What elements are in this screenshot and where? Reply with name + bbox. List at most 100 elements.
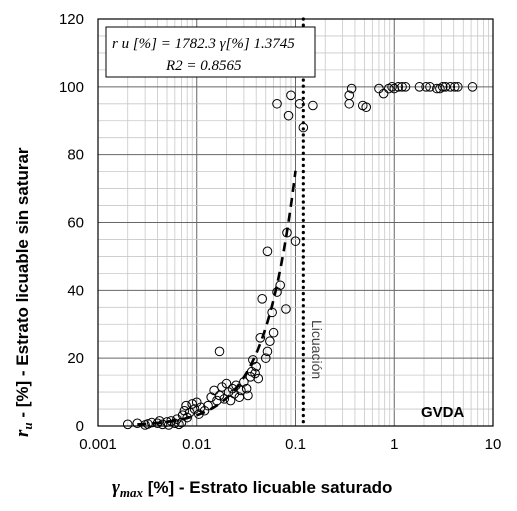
x-axis-title: γmax [%] - Estrato licuable saturado xyxy=(112,477,392,500)
data-point xyxy=(187,399,198,409)
data-point xyxy=(437,82,448,92)
data-point xyxy=(445,82,456,92)
data-point xyxy=(260,353,271,363)
data-point xyxy=(275,280,286,291)
data-point xyxy=(176,417,187,428)
data-point xyxy=(262,246,273,257)
data-point xyxy=(122,419,133,430)
data-point xyxy=(282,227,292,238)
data-point xyxy=(177,410,188,420)
data-point xyxy=(146,417,157,428)
equation-box: r u [%] = 1782.3 γ[%] 1.3745 R2 = 0.8565 xyxy=(105,26,316,78)
data-point xyxy=(154,416,165,426)
data-point xyxy=(361,102,372,112)
data-point xyxy=(378,88,389,99)
data-point xyxy=(421,82,431,92)
data-point xyxy=(298,122,309,133)
data-point xyxy=(425,82,435,92)
x-tick-label: 1 xyxy=(390,436,398,453)
data-point xyxy=(231,380,241,391)
data-point xyxy=(209,385,219,396)
data-point xyxy=(294,98,305,109)
x-axis-symbol: γ xyxy=(112,477,120,498)
y-axis-title: ru - [%] - Estrato licuable sin saturar xyxy=(12,147,35,437)
data-point xyxy=(387,82,397,92)
y-tick-label: 20 xyxy=(67,350,84,367)
data-point xyxy=(174,419,184,430)
equation-frame xyxy=(105,26,316,78)
x-tick-label: 0.01 xyxy=(182,436,211,453)
data-point xyxy=(262,346,273,357)
y-tick-label: 60 xyxy=(67,215,84,232)
data-point xyxy=(452,82,463,92)
data-point xyxy=(157,419,168,430)
x-tick-label: 0.1 xyxy=(285,436,306,453)
data-point xyxy=(400,82,411,92)
data-point xyxy=(179,405,190,416)
site-label: GVDA xyxy=(421,404,465,421)
x-tick-label: 10 xyxy=(485,436,502,453)
data-point xyxy=(467,82,478,92)
data-point xyxy=(393,82,404,92)
y-tick-label: 100 xyxy=(59,79,84,96)
data-point xyxy=(281,304,291,314)
data-point xyxy=(219,394,230,404)
y-tick-label: 80 xyxy=(67,147,84,164)
data-point xyxy=(241,383,252,394)
data-point xyxy=(286,90,296,101)
data-point xyxy=(414,82,425,92)
data-point xyxy=(196,402,206,413)
data-point xyxy=(251,361,262,372)
data-points xyxy=(122,82,478,430)
data-point xyxy=(199,405,210,416)
data-point xyxy=(214,346,225,357)
data-point xyxy=(283,110,294,121)
data-point xyxy=(184,407,195,418)
data-point xyxy=(143,419,153,429)
data-point xyxy=(268,327,279,338)
liquefaction-label: Licuación xyxy=(309,320,325,379)
data-point xyxy=(257,294,267,304)
data-point xyxy=(290,236,301,246)
data-point xyxy=(253,373,264,384)
data-point xyxy=(214,390,225,401)
y-axis-label-text: - [%] - Estrato licuable sin saturar xyxy=(13,147,32,422)
data-point xyxy=(236,385,246,396)
fit-curve-layer xyxy=(137,170,297,426)
data-point xyxy=(449,82,460,92)
data-point xyxy=(243,390,253,401)
y-tick-label: 40 xyxy=(67,282,84,299)
x-tick-label: 0.001 xyxy=(79,436,117,453)
data-point xyxy=(346,83,357,94)
data-point xyxy=(239,377,249,387)
data-point xyxy=(435,83,445,94)
x-axis-symbol-subscript: max xyxy=(120,485,144,500)
data-point xyxy=(194,409,204,419)
data-point xyxy=(255,333,266,343)
data-point xyxy=(212,395,222,406)
fit-curve xyxy=(137,170,297,426)
data-point xyxy=(182,412,192,423)
data-point xyxy=(272,98,282,109)
equation-line-2: R2 = 0.8565 xyxy=(165,58,242,74)
data-point xyxy=(308,100,318,111)
data-point xyxy=(250,368,260,379)
data-point xyxy=(152,418,163,429)
data-point xyxy=(265,336,275,347)
data-point xyxy=(397,82,407,92)
y-axis-symbol: r xyxy=(12,429,33,437)
data-point xyxy=(344,90,355,101)
data-point xyxy=(440,82,451,92)
y-axis-symbol-subscript: u xyxy=(20,422,35,429)
data-point xyxy=(203,400,213,411)
data-point xyxy=(267,307,277,318)
y-tick-label: 0 xyxy=(76,418,84,435)
equation-line-1: r u [%] = 1782.3 γ[%] 1.3745 xyxy=(112,36,295,52)
data-point xyxy=(132,418,143,429)
plot-frame xyxy=(97,18,494,427)
x-axis-label-text: [%] - Estrato licuable saturado xyxy=(143,478,392,497)
y-tick-label: 120 xyxy=(59,11,84,28)
data-point xyxy=(389,83,400,94)
